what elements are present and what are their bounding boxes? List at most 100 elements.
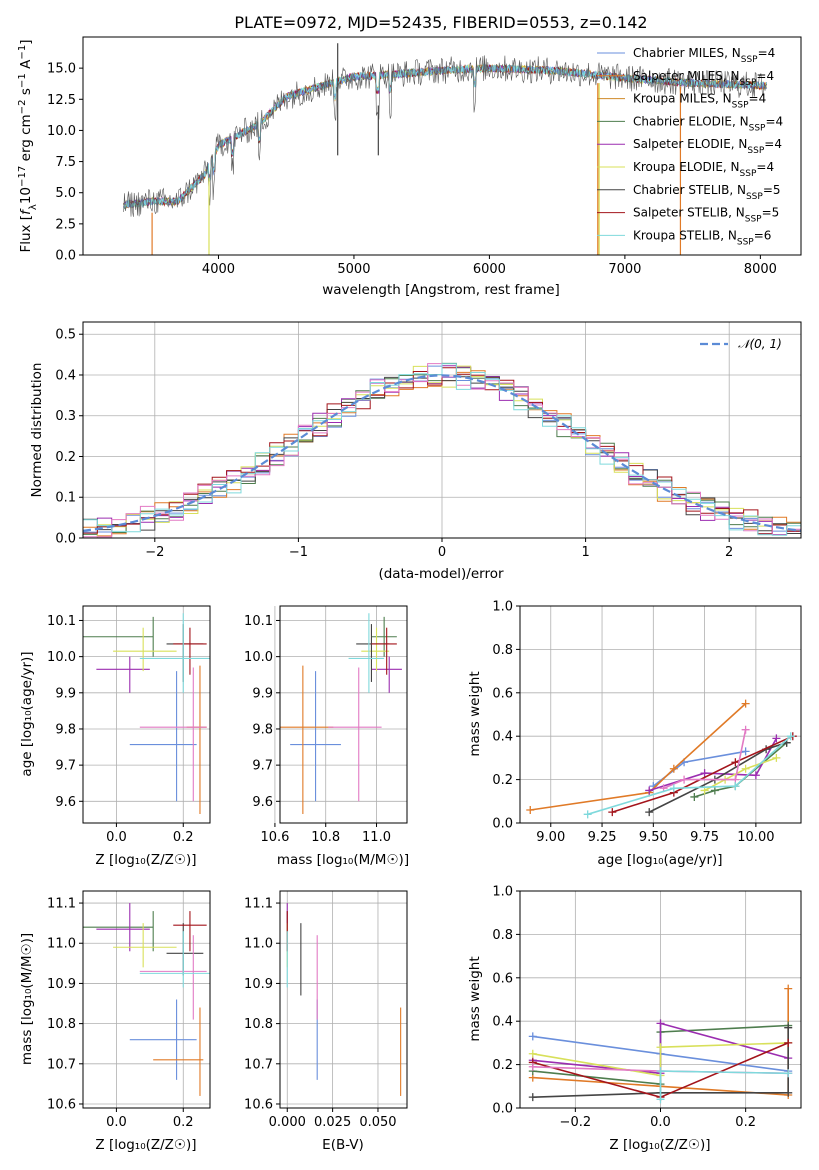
x-tick-label: 9.75 [690,830,719,845]
y-tick-label: 10.8 [244,1017,273,1032]
x-tick-label: 8000 [744,262,777,277]
data-marker [608,808,617,817]
plot-area [83,903,210,1096]
x-tick-label: 4000 [202,262,235,277]
axes-frame [279,890,408,1109]
y-tick-label: 0.6 [492,686,513,701]
mass-vs-metallicity-panel: 0.0 0.2 10.6 10.7 10.8 10.9 11.0 11.1 [47,890,211,1130]
data-marker [772,753,781,762]
plot-area [83,613,210,814]
x-tick-label: 5000 [337,262,370,277]
normal-curve [83,374,801,532]
x-axis-label: (data-model)/error [378,566,504,582]
data-marker [526,805,535,814]
residual-histogram-panel: −2 −1 0 1 2 0.0 0.1 0.2 0.3 0.4 0.5 [55,321,802,560]
y-axis-label: mass [log₁₀(M/M☉)] [19,933,35,1065]
y-tick-label: 10.7 [47,1057,76,1072]
mass-weight-line [532,1042,789,1077]
x-tick-label: 7000 [608,262,641,277]
legend-label: 𝒩(0, 1) [738,337,782,351]
mass-weight-line [530,703,747,811]
x-tick-label: 9.50 [639,830,668,845]
data-marker [751,771,760,780]
y-tick-label: 9.8 [55,722,76,737]
x-tick-label: 0.2 [735,1115,756,1130]
data-marker [786,732,795,741]
y-tick-label: 0.0 [55,249,76,264]
legend-label: Chabrier MILES, NSSP=4 [633,46,775,65]
data-marker [784,1069,793,1078]
data-marker [731,782,740,791]
y-tick-label: 0.3 [55,409,76,424]
y-tick-label: 1.0 [492,885,513,900]
y-tick-label: 0.2 [55,450,76,465]
y-tick-label: 10.0 [47,650,76,665]
mass-weight-line [587,735,792,816]
y-tick-label: 0.4 [492,730,513,745]
data-marker [741,699,750,708]
data-marker [772,734,781,743]
y-tick-label: 0.4 [492,1015,513,1030]
y-axis-label: Normed distribution [29,363,45,498]
data-marker [656,1095,665,1104]
legend-label: Salpeter MILES, NSSP=4 [633,69,774,88]
axes-frame [82,605,211,824]
x-tick-label: 6000 [473,262,506,277]
axes-frame [82,890,211,1109]
data-marker [690,792,699,801]
age-vs-metallicity-panel: 0.0 0.2 9.6 9.7 9.8 9.9 10.0 10.1 [47,605,211,845]
x-axis-label: Z [log₁₀(Z/Z☉)] [609,1137,710,1153]
data-marker [700,769,709,778]
legend: Chabrier MILES, NSSP=4 Salpeter MILES, NS… [597,46,783,247]
y-tick-label: 10.1 [244,614,273,629]
y-axis-label: Flux [fλ10−17 erg cm−2 s−1 A−1] [17,39,39,252]
x-axis-label: Z [log₁₀(Z/Z☉)] [95,852,196,868]
data-marker [741,747,750,756]
x-tick-label: 0.000 [269,1115,306,1130]
y-tick-label: 11.1 [244,897,273,912]
legend-label: Kroupa ELODIE, NSSP=4 [633,160,774,179]
y-tick-label: 0.4 [55,368,76,383]
y-tick-label: 0.5 [55,328,76,343]
histogram-step [83,363,801,536]
y-tick-label: 10.6 [244,1097,273,1112]
y-tick-label: 9.7 [55,759,76,774]
plot-area [286,903,402,1096]
y-tick-label: 0.8 [492,643,513,658]
y-tick-label: 10.6 [47,1097,76,1112]
y-tick-label: 10.7 [244,1057,273,1072]
x-tick-label: 0.0 [106,830,127,845]
y-tick-label: 10.1 [47,614,76,629]
data-marker [645,808,654,817]
x-tick-label: 10.00 [737,830,774,845]
y-tick-label: 10.0 [47,124,76,139]
x-tick-label: 0.0 [106,1115,127,1130]
x-tick-label: 0.0 [650,1115,671,1130]
data-marker [680,775,689,784]
axes-frame [279,605,408,824]
data-marker [784,1023,793,1032]
mass-weight-line [612,735,794,813]
plot-area [280,613,402,814]
data-marker [669,784,678,793]
legend-label: Kroupa STELIB, NSSP=6 [633,228,771,247]
x-axis-label: Z [log₁₀(Z/Z☉)] [95,1137,196,1153]
x-tick-label: 0.025 [314,1115,351,1130]
y-tick-label: 0.0 [492,817,513,832]
y-tick-label: 9.6 [55,795,76,810]
x-axis-label: E(B-V) [322,1137,364,1153]
data-marker [669,764,678,773]
mass-vs-extinction-panel: 0.000 0.025 0.050 10.6 10.7 10.8 10.9 11.0 11.1 [244,890,408,1130]
legend-label: Chabrier ELODIE, NSSP=4 [633,114,783,133]
x-tick-label: 1 [581,545,589,560]
y-tick-label: 11.0 [244,937,273,952]
data-marker [528,1093,537,1102]
data-marker [645,786,654,795]
x-tick-label: 0.2 [173,830,194,845]
data-marker [741,725,750,734]
y-axis-label: age [log₁₀(age/yr)] [19,651,35,776]
y-tick-label: 10.9 [47,977,76,992]
data-marker [528,1049,537,1058]
legend-label: Salpeter ELODIE, NSSP=4 [633,137,782,156]
